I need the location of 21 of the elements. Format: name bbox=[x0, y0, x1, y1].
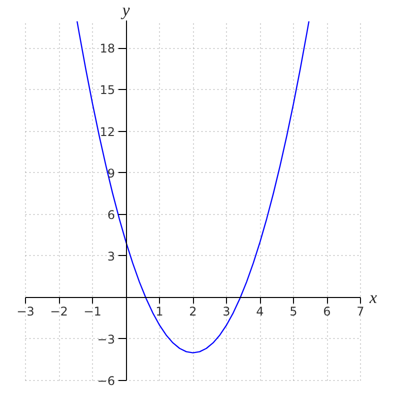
y-tick-label: 3 bbox=[107, 249, 116, 264]
x-tick-label: 5 bbox=[290, 304, 298, 318]
line-series bbox=[76, 20, 310, 354]
x-tick-label: −1 bbox=[84, 304, 102, 318]
y-tick-label: −6 bbox=[97, 374, 116, 388]
y-tick-label: 15 bbox=[100, 83, 116, 98]
y-axis-title: y bbox=[120, 0, 130, 20]
y-tick-label: 9 bbox=[107, 166, 116, 180]
y-tick-label: 18 bbox=[100, 42, 116, 56]
x-tick-label: 6 bbox=[323, 304, 331, 318]
y-tick-label: 12 bbox=[100, 124, 116, 139]
x-tick-label: 3 bbox=[222, 304, 230, 318]
y-tick-label: −3 bbox=[97, 332, 116, 346]
x-tick-label: −2 bbox=[50, 304, 68, 318]
x-axis-title: x bbox=[368, 288, 378, 307]
x-tick-label: 4 bbox=[256, 304, 264, 318]
x-tick-label: 7 bbox=[356, 304, 364, 318]
x-tick-label: 1 bbox=[156, 304, 164, 318]
x-tick-label: −3 bbox=[16, 304, 34, 318]
x-tick-label: 2 bbox=[189, 304, 197, 318]
y-tick-label: 6 bbox=[107, 208, 116, 222]
